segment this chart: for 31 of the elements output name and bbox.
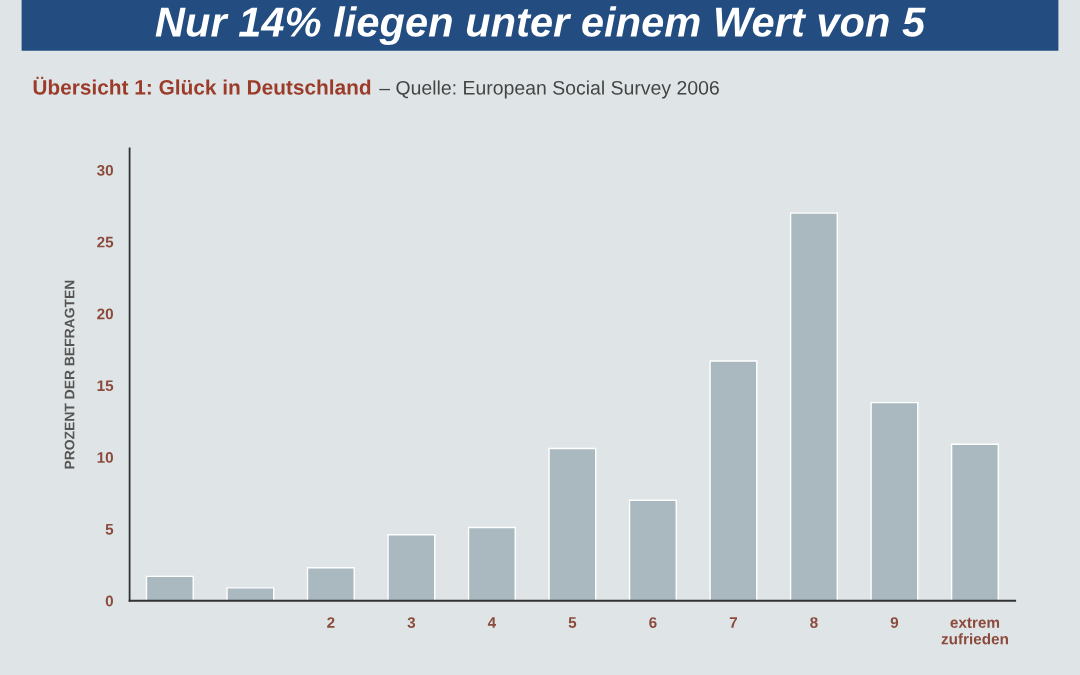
chart-title: Nur 14% liegen unter einem Wert von 5 (155, 6, 926, 46)
x-tick-label: 8 (810, 617, 818, 628)
y-tick-label: 25 (97, 236, 114, 248)
y-tick-label: 30 (96, 164, 113, 176)
y-tick-label: 20 (97, 308, 113, 320)
bar (387, 534, 436, 601)
x-tick-label: 5 (568, 617, 577, 628)
bar (467, 526, 516, 601)
x-tick-label: extrem zufrieden (941, 617, 1008, 645)
x-tick-label: 2 (327, 617, 335, 628)
bar (789, 212, 838, 601)
bar (226, 587, 275, 601)
bar (709, 360, 758, 601)
y-axis-title: PROZENT DER BEFRAGTEN (64, 280, 75, 469)
y-tick-label: 5 (105, 523, 114, 535)
x-tick-label: 4 (487, 617, 497, 628)
bar (870, 401, 919, 601)
bar (548, 447, 597, 601)
bar (950, 443, 999, 601)
bar (628, 499, 677, 601)
y-tick-label: 0 (105, 595, 113, 607)
bar (306, 567, 355, 601)
text: – Quelle: European Social Survey 2006 (379, 80, 719, 99)
x-tick-label: 7 (729, 617, 737, 628)
chart-subtitle: Übersicht 1: Glück in Deutschland (33, 76, 371, 95)
x-tick-label: 6 (649, 617, 657, 628)
y-tick-label: 15 (97, 380, 114, 392)
y-tick-label: 10 (97, 452, 113, 463)
bar (145, 575, 194, 601)
x-tick-label: 9 (890, 617, 899, 628)
x-tick-label: 3 (407, 617, 416, 628)
